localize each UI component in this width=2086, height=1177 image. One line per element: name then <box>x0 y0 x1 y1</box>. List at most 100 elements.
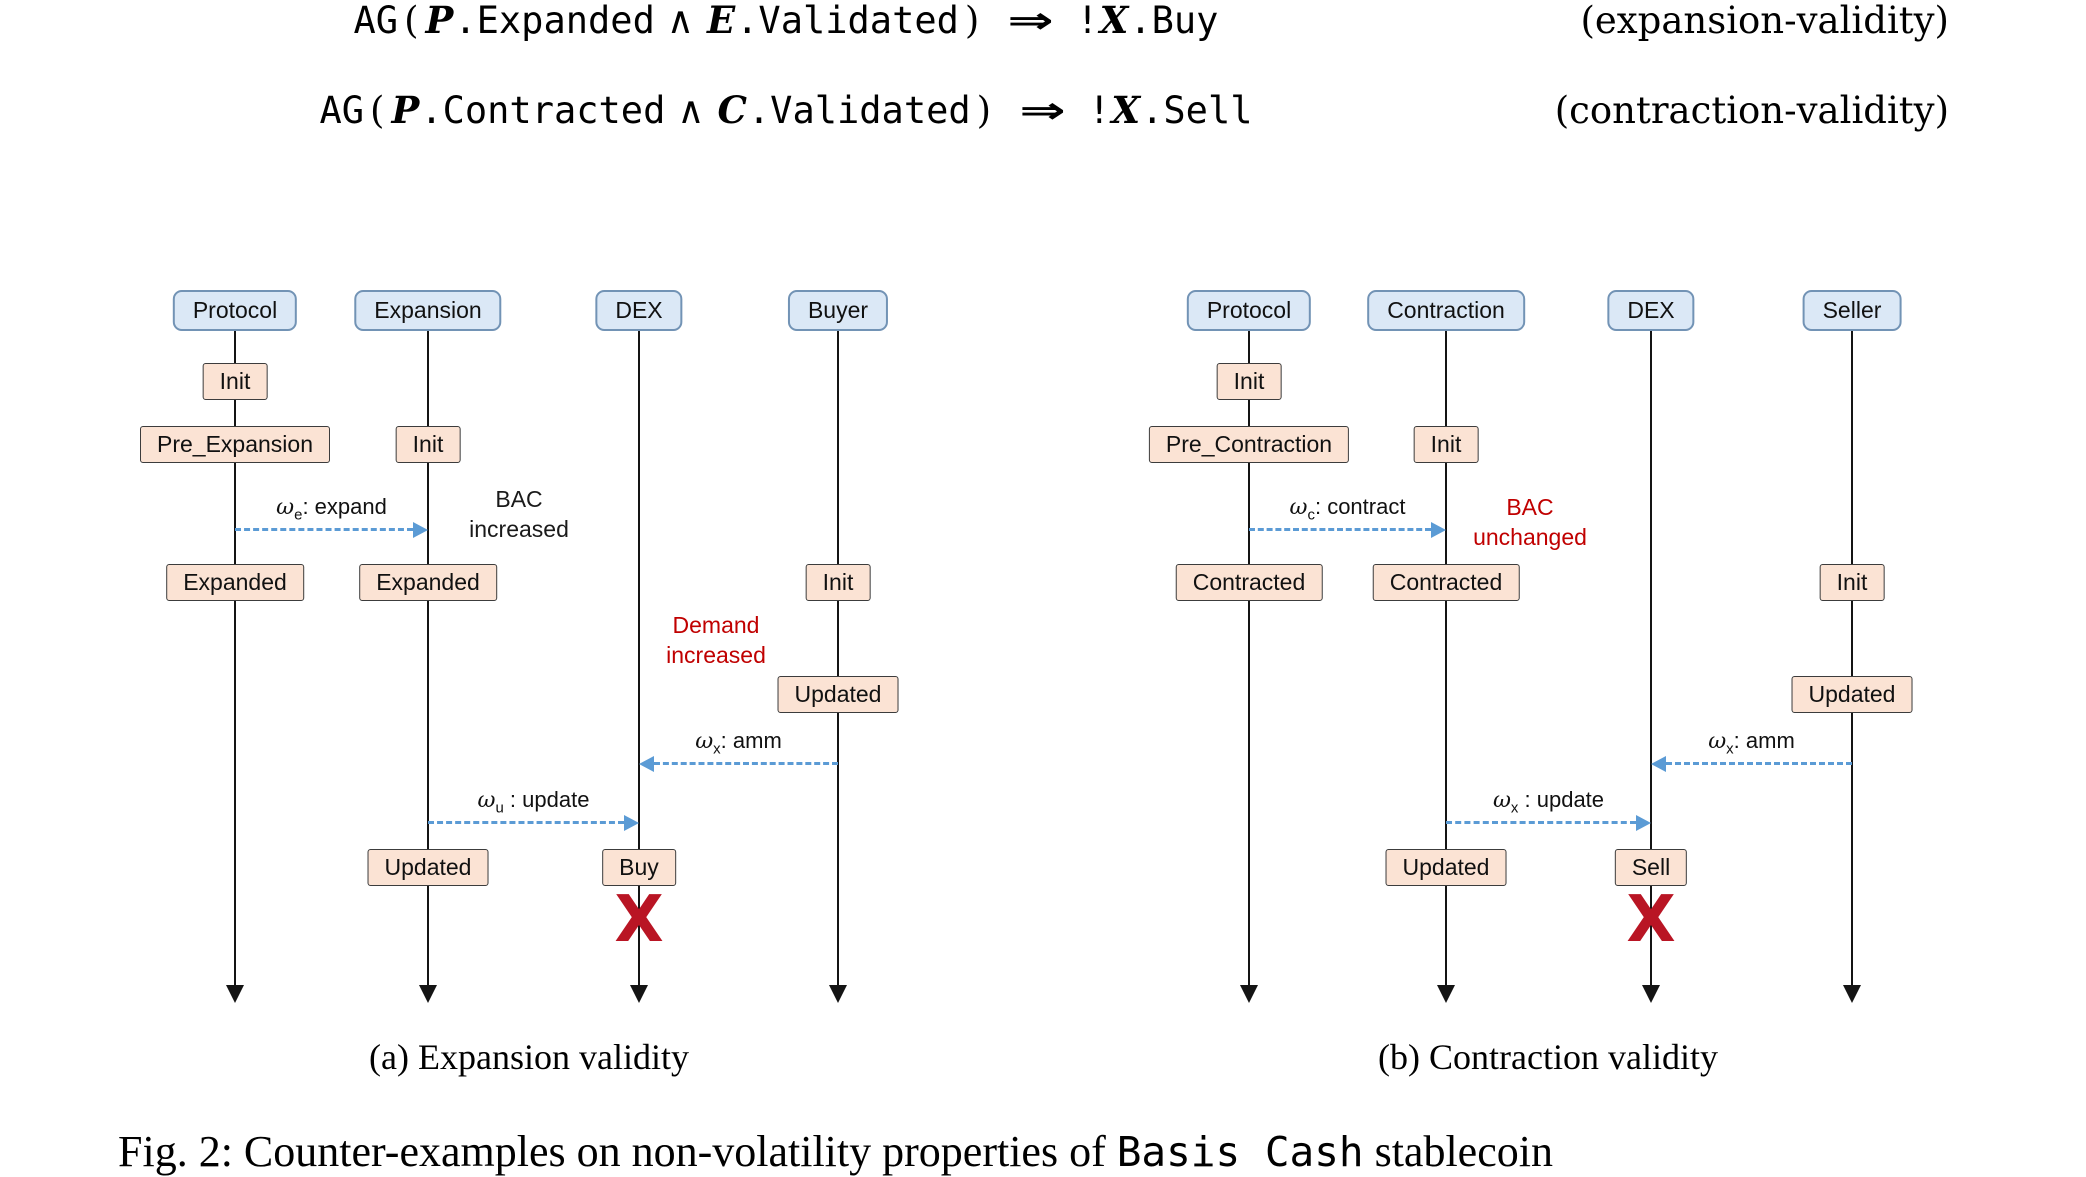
lifeline <box>638 328 640 985</box>
state-box: Contracted <box>1372 564 1520 601</box>
caption-expansion-validity: (a) Expansion validity <box>369 1037 689 1077</box>
message-label: ωx : update <box>1492 787 1605 817</box>
actor-box: Seller <box>1802 290 1902 331</box>
state-box: Pre_Expansion <box>140 426 330 463</box>
state-box: Init <box>1413 426 1479 463</box>
arrow-down-icon <box>1240 985 1258 1003</box>
state-box: Expanded <box>166 564 304 601</box>
formula-segment: ! <box>1088 89 1111 132</box>
formula-expansion-validity: AG(P.Expanded ∧ E.Validated) ⇒ !X.Buy (expan… <box>286 0 1949 42</box>
formula-tag: (expansion-validity) <box>1580 0 1949 42</box>
formula-segment: ) <box>976 89 992 132</box>
figure-caption-suffix: stablecoin <box>1363 1127 1553 1176</box>
message-label: ωe: expand <box>276 494 387 524</box>
actor-box: Protocol <box>172 290 298 331</box>
message-arrow <box>235 528 413 531</box>
state-box: Init <box>395 426 461 463</box>
formula-segment: ⇒ <box>1019 89 1066 132</box>
formula-segment: .Expanded <box>454 0 655 42</box>
arrow-down-icon <box>226 985 244 1003</box>
formula-tag: (contraction-validity) <box>1554 89 1949 132</box>
formula-segment: ⇒ <box>1007 0 1055 42</box>
state-box: Init <box>805 564 871 601</box>
formula-segment: E <box>706 0 736 42</box>
arrowhead-icon <box>1636 815 1651 831</box>
figure-caption-prefix: Fig. 2: Counter-examples on non-volatili… <box>118 1127 1117 1176</box>
actor-box: Expansion <box>354 290 502 331</box>
formula-segment: .Validated <box>747 89 971 132</box>
sequence-diagram-contraction: Protocol Contraction DEX Seller Init Pre_Cont… <box>1134 270 2086 1010</box>
state-box: Init <box>1216 363 1282 400</box>
formula-segment: P <box>391 88 420 132</box>
note-text: Demand increased <box>666 612 766 669</box>
formula-segment: .Sell <box>1141 89 1253 132</box>
actor-box: DEX <box>1607 290 1695 331</box>
lifeline <box>1851 328 1853 985</box>
message-label: ωu : update <box>477 787 590 817</box>
message-arrow <box>1666 762 1852 765</box>
lifeline <box>234 328 236 985</box>
arrow-down-icon <box>630 985 648 1003</box>
formula-segment: ) <box>964 0 980 42</box>
arrowhead-icon <box>413 522 428 538</box>
formula-segment: C <box>717 88 747 132</box>
formula-segment: ( <box>370 89 385 132</box>
formula-segment: .Contracted <box>420 89 666 132</box>
message-arrow <box>428 821 624 824</box>
fail-x-icon: X <box>1626 883 1676 957</box>
lifeline <box>427 328 429 985</box>
formula-segment: X <box>1099 0 1129 42</box>
formula-segment: AG <box>319 89 365 132</box>
message-label: ωx: amm <box>1708 728 1795 758</box>
actor-box: Buyer <box>787 290 889 331</box>
caption-contraction-validity: (b) Contraction validity <box>1378 1037 1718 1077</box>
state-box: Updated <box>777 676 899 713</box>
formula-segment: P <box>425 0 454 42</box>
arrowhead-icon <box>1651 756 1666 772</box>
arrowhead-icon <box>624 815 639 831</box>
state-box: Updated <box>1385 849 1507 886</box>
actor-box: Protocol <box>1186 290 1312 331</box>
lifeline <box>1650 328 1652 985</box>
state-box: Updated <box>1791 676 1913 713</box>
sequence-diagram-expansion: Protocol Expansion DEX Buyer Init Pre_Expansi… <box>120 270 1100 1010</box>
arrow-down-icon <box>1843 985 1861 1003</box>
message-arrow <box>654 762 838 765</box>
arrowhead-icon <box>639 756 654 772</box>
lifeline <box>1248 328 1250 985</box>
message-arrow <box>1446 821 1636 824</box>
state-box: Pre_Contraction <box>1148 426 1350 463</box>
formula-segment: ∧ <box>666 0 694 42</box>
arrow-down-icon <box>829 985 847 1003</box>
state-box: Buy <box>602 849 676 886</box>
fail-x-icon: X <box>614 883 664 957</box>
formula-segment: AG <box>353 0 399 42</box>
arrow-down-icon <box>1437 985 1455 1003</box>
formula-segment: ∧ <box>677 89 705 132</box>
note-text: BAC increased <box>469 486 569 543</box>
arrow-down-icon <box>1642 985 1660 1003</box>
formula-math: AG(P.Expanded ∧ E.Validated) ⇒ !X.Buy <box>286 0 1286 42</box>
state-box: Init <box>202 363 268 400</box>
arrow-down-icon <box>419 985 437 1003</box>
state-box: Sell <box>1614 849 1688 886</box>
state-box: Expanded <box>359 564 497 601</box>
formula-segment: .Buy <box>1129 0 1219 42</box>
formula-segment: .Validated <box>736 0 959 42</box>
message-arrow <box>1249 528 1431 531</box>
actor-box: Contraction <box>1367 290 1525 331</box>
lifeline <box>837 328 839 985</box>
formula-math: AG(P.Contracted ∧ C.Validated) ⇒ !X.Sell <box>286 88 1286 132</box>
formula-contraction-validity: AG(P.Contracted ∧ C.Validated) ⇒ !X.Sell (co… <box>286 88 1949 132</box>
figure-caption-mono: Basis Cash <box>1116 1128 1364 1176</box>
formula-segment: ! <box>1076 0 1099 42</box>
message-label: ωc: contract <box>1289 494 1406 524</box>
lifeline <box>1445 328 1447 985</box>
actor-box: DEX <box>595 290 683 331</box>
note-text: BAC unchanged <box>1473 494 1587 551</box>
figure-caption: Fig. 2: Counter-examples on non-volatili… <box>118 1126 1553 1177</box>
state-box: Init <box>1819 564 1885 601</box>
state-box: Contracted <box>1175 564 1323 601</box>
message-label: ωx: amm <box>695 728 782 758</box>
